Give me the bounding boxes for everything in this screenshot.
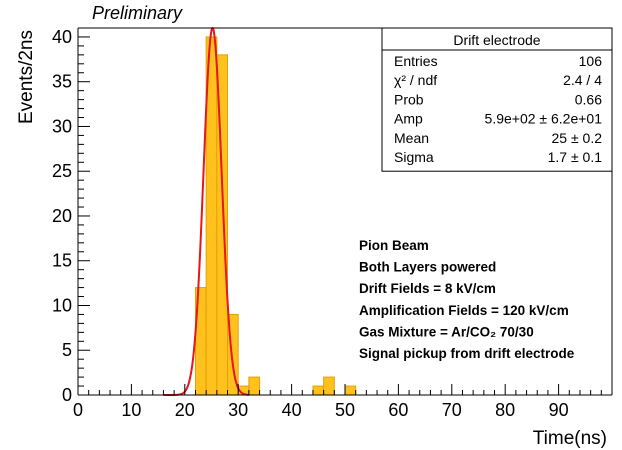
y-tick-label: 10 <box>52 295 72 315</box>
x-tick-label: 50 <box>335 400 355 420</box>
y-tick-label: 40 <box>52 27 72 47</box>
stats-row-value: 25 ± 0.2 <box>552 130 603 146</box>
x-tick-label: 10 <box>121 400 141 420</box>
histogram-bar <box>248 376 261 396</box>
x-tick-label: 20 <box>175 400 195 420</box>
y-tick-label: 0 <box>62 385 72 405</box>
histogram-bars <box>194 36 357 396</box>
annotation-text: Pion Beam Both Layers powered Drift Fields… <box>359 238 575 361</box>
stats-row-label: χ² / ndf <box>394 72 437 88</box>
x-tick-label: 70 <box>442 400 462 420</box>
stats-row-label: Amp <box>394 111 423 127</box>
annotation-line: Drift Fields = 8 kV/cm <box>359 281 496 296</box>
x-tick-label: 60 <box>388 400 408 420</box>
y-tick-label: 25 <box>52 161 72 181</box>
histogram-bar <box>323 376 335 396</box>
stats-row-label: Mean <box>394 130 429 146</box>
stats-row-value: 5.9e+02 ± 6.2e+01 <box>485 111 603 127</box>
y-axis: 0 5 10 15 20 25 30 35 40 <box>52 27 90 405</box>
y-tick-label: 35 <box>52 72 72 92</box>
x-tick-label: 80 <box>495 400 515 420</box>
chart-title: Preliminary <box>92 3 183 23</box>
stats-box-title: Drift electrode <box>453 32 540 48</box>
x-tick-label: 40 <box>282 400 302 420</box>
stats-row-label: Sigma <box>394 149 434 165</box>
annotation-line: Both Layers powered <box>359 260 496 275</box>
y-axis-title: Events/2ns <box>16 30 37 124</box>
stats-box-frame <box>381 27 613 172</box>
stats-row-value: 2.4 / 4 <box>563 72 602 88</box>
x-tick-label: 0 <box>73 400 83 420</box>
x-axis-title: Time(ns) <box>533 428 607 449</box>
y-tick-label: 20 <box>52 206 72 226</box>
stats-box: Drift electrode Entries 106 χ² / ndf 2.4 / 4… <box>381 27 613 172</box>
histogram-bar <box>344 385 357 396</box>
x-axis: 0 10 20 30 40 50 60 70 80 90 <box>73 384 602 420</box>
x-tick-label: 90 <box>549 400 569 420</box>
stats-row-label: Entries <box>394 53 438 69</box>
annotation-line: Signal pickup from drift electrode <box>359 346 575 361</box>
y-tick-label: 30 <box>52 116 72 136</box>
histogram-bar <box>312 385 325 396</box>
stats-row-value: 106 <box>579 53 603 69</box>
stats-row-value: 0.66 <box>575 91 602 107</box>
annotation-line: Pion Beam <box>359 238 429 253</box>
y-tick-label: 15 <box>52 251 72 271</box>
stats-row-label: Prob <box>394 91 424 107</box>
y-tick-label: 5 <box>62 340 72 360</box>
annotation-line: Gas Mixture = Ar/CO₂ 70/30 <box>359 324 534 339</box>
stats-row-value: 1.7 ± 0.1 <box>548 149 603 165</box>
x-tick-label: 30 <box>228 400 248 420</box>
annotation-line: Amplification Fields = 120 kV/cm <box>359 303 569 318</box>
